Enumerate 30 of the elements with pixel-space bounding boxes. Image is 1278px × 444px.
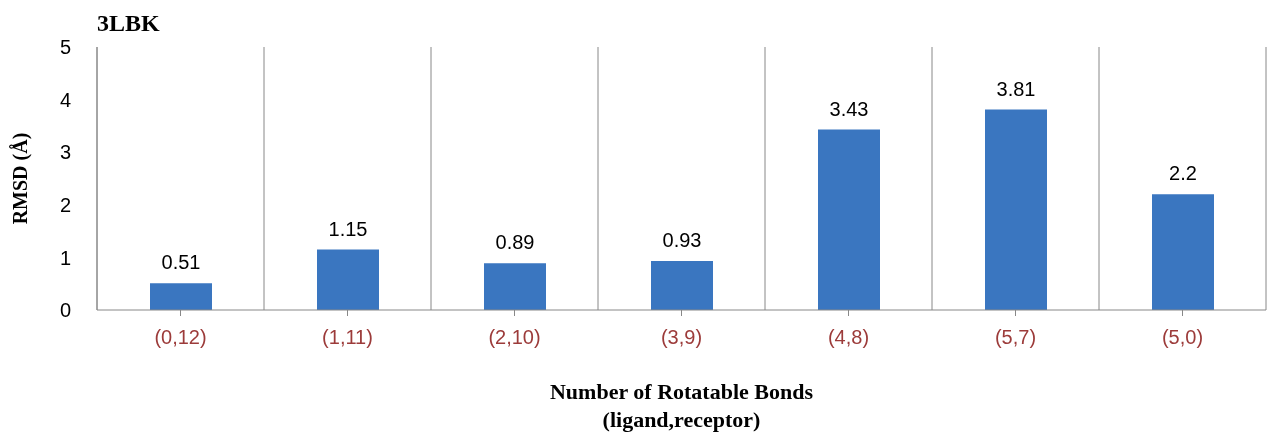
- bar: [484, 263, 546, 310]
- x-tick-label: (5,7): [994, 326, 1037, 349]
- bar: [818, 129, 880, 310]
- y-tick-label: 3: [59, 141, 71, 164]
- data-label: 3.43: [829, 97, 869, 120]
- bar: [1152, 194, 1214, 310]
- x-tick-label: (0,12): [154, 326, 207, 349]
- bar: [317, 249, 379, 310]
- y-tick-label: 2: [59, 193, 71, 216]
- bar: [651, 261, 713, 310]
- y-tick-label: 1: [59, 246, 71, 269]
- y-axis-title: RMSD (Å): [9, 132, 33, 225]
- data-label: 0.93: [662, 229, 702, 252]
- y-tick-label: 5: [59, 36, 71, 59]
- data-label: 2.2: [1169, 162, 1197, 185]
- y-tick-label: 4: [59, 88, 71, 111]
- bar: [985, 109, 1047, 310]
- data-label: 0.89: [495, 231, 535, 254]
- x-tick-label: (1,11): [322, 326, 373, 349]
- x-tick-label: (2,10): [488, 326, 541, 349]
- x-tick-label: (5,0): [1161, 326, 1204, 349]
- x-axis-title: Number of Rotatable Bonds (ligand,receptor): [549, 378, 814, 434]
- data-label: 0.51: [161, 251, 201, 274]
- data-label: 3.81: [996, 77, 1036, 100]
- chart-title: 3LBK: [97, 10, 160, 37]
- bar: [150, 283, 212, 310]
- y-tick-label: 0: [59, 299, 71, 322]
- data-label: 1.15: [328, 217, 368, 240]
- x-tick-label: (4,8): [827, 326, 870, 349]
- x-tick-label: (3,9): [660, 326, 703, 349]
